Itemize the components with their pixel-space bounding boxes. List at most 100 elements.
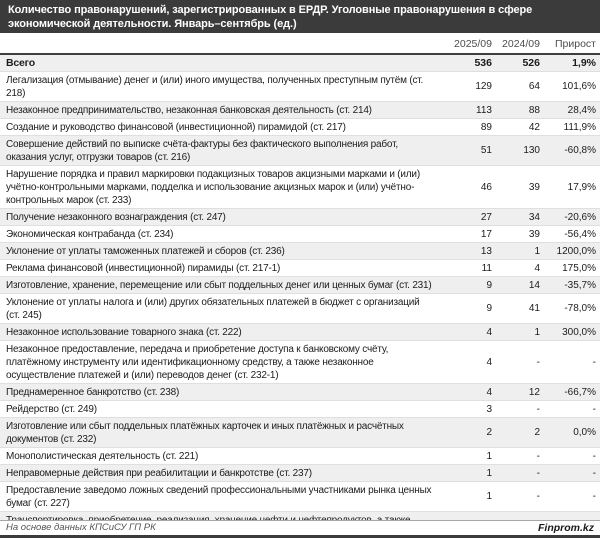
page-title: Количество правонарушений, зарегистриров… [0,0,600,33]
cell-growth: -56,4% [564,228,596,240]
footer: На основе данных КПСиСУ ГП РК Finprom.kz [0,519,600,535]
row-label: Незаконное использование товарного знака… [6,326,242,338]
row-label: Преднамеренное банкротство (ст. 238) [6,386,180,398]
row-label: Изготовление, хранение, перемещение или … [6,279,432,291]
cell-2025: 46 [480,181,492,193]
table-row: Легализация (отмывание) денег и (или) ин… [0,72,600,102]
cell-2024: 130 [523,145,540,156]
table-row: Уклонение от уплаты таможенных платежей … [0,243,600,260]
row-label: Предоставление заведомо ложных сведений … [6,484,432,509]
cell-growth: 1200,0% [556,245,596,257]
cell-2024: - [536,467,540,479]
cell-2024: 39 [528,228,540,240]
cell-2025: 13 [480,245,492,257]
cell-2024: - [536,491,540,502]
row-label: Рейдерство (ст. 249) [6,403,97,415]
cell-2025: 129 [475,81,492,92]
table-row: Предоставление заведомо ложных сведений … [0,482,600,512]
cell-2025: 9 [486,303,492,314]
table-body: Легализация (отмывание) денег и (или) ин… [0,72,600,520]
row-label: Совершение действий по выписке счёта-фак… [6,138,398,163]
row-label: Создание и руководство финансовой (инвес… [6,121,346,133]
table-row: Уклонение от уплаты налога и (или) други… [0,294,600,324]
cell-2025: 89 [480,121,492,133]
cell-2025: 4 [486,326,492,338]
row-label: Нарушение порядка и правил маркировки по… [6,168,420,206]
row-label: Реклама финансовой (инвестиционной) пира… [6,262,281,274]
table-row: Получение незаконного вознаграждения (ст… [0,209,600,226]
cell-growth: -35,7% [564,279,596,291]
column-header-growth: Прирост [555,38,596,50]
cell-2025: 536 [474,56,492,69]
cell-2025: 4 [486,386,492,398]
table-row: Изготовление или сбыт поддельных платёжн… [0,418,600,448]
table-row: Изготовление, хранение, перемещение или … [0,277,600,294]
row-label: Уклонение от уплаты таможенных платежей … [6,245,285,257]
cell-growth: - [592,491,596,502]
table-row: Создание и руководство финансовой (инвес… [0,119,600,136]
row-label: Незаконное предоставление, передача и пр… [6,343,389,381]
cell-growth: 300,0% [562,326,596,338]
cell-2025: 2 [486,427,492,438]
table-row-total: Всего 536 526 1,9% [0,55,600,72]
cell-2024: - [536,403,540,415]
cell-growth: -20,6% [564,211,596,223]
cell-growth: - [592,450,596,462]
table-row: Реклама финансовой (инвестиционной) пира… [0,260,600,277]
table-row: Незаконное предоставление, передача и пр… [0,341,600,384]
cell-2024: 88 [528,104,540,116]
cell-growth: -66,7% [564,386,596,398]
cell-2025: 113 [476,104,492,116]
cell-growth: - [592,403,596,415]
cell-2025: 17 [480,228,492,240]
cell-growth: 175,0% [562,262,596,274]
table-row: Рейдерство (ст. 249) 3 - - [0,401,600,418]
cell-2024: 4 [534,262,540,274]
cell-2025: 27 [480,211,492,223]
cell-2025: 4 [486,356,492,368]
table-row: Незаконное предпринимательство, незаконн… [0,102,600,119]
cell-growth: 28,4% [567,104,596,116]
cell-2024: 41 [528,303,540,314]
cell-2024: - [536,450,540,462]
cell-growth: 17,9% [567,181,596,193]
cell-2024: 2 [534,427,540,438]
cell-2025: 9 [486,279,492,291]
row-label: Незаконное предпринимательство, незаконн… [6,104,372,116]
cell-2024: 42 [528,121,540,133]
table-row: Монополистическая деятельность (ст. 221)… [0,448,600,465]
table-row: Незаконное использование товарного знака… [0,324,600,341]
row-label: Уклонение от уплаты налога и (или) други… [6,296,420,321]
table-row: Совершение действий по выписке счёта-фак… [0,136,600,166]
table-row: Преднамеренное банкротство (ст. 238) 4 1… [0,384,600,401]
header-spacer [4,43,440,45]
cell-2024: 1 [534,245,540,257]
cell-2025: 51 [480,145,492,156]
row-label: Изготовление или сбыт поддельных платёжн… [6,420,404,445]
cell-growth: 1,9% [572,56,596,69]
table-row: Экономическая контрабанда (ст. 234) 17 3… [0,226,600,243]
cell-growth: - [592,356,596,368]
cell-2024: 526 [522,56,540,69]
cell-growth: 111,9% [563,121,596,133]
row-label: Получение незаконного вознаграждения (ст… [6,211,226,223]
cell-growth: -60,8% [564,145,596,156]
row-label: Экономическая контрабанда (ст. 234) [6,228,174,240]
cell-2025: 11 [481,262,492,274]
cell-2025: 3 [486,403,492,415]
cell-2024: 14 [528,279,540,291]
cell-2024: 1 [534,326,540,338]
table-row: Нарушение порядка и правил маркировки по… [0,166,600,209]
row-label: Всего [6,56,35,69]
cell-growth: 0,0% [573,427,596,438]
cell-2024: 12 [528,386,540,398]
row-label: Неправомерные действия при реабилитации … [6,467,312,479]
cell-growth: -78,0% [564,303,596,314]
cell-growth: - [592,467,596,479]
bottom-bar [0,534,600,538]
row-label: Транспортировка, приобретение, реализаци… [4,513,440,520]
cell-2025: 1 [486,450,492,462]
column-header-2025-09: 2025/09 [454,38,492,50]
cell-2025: 1 [486,467,492,479]
